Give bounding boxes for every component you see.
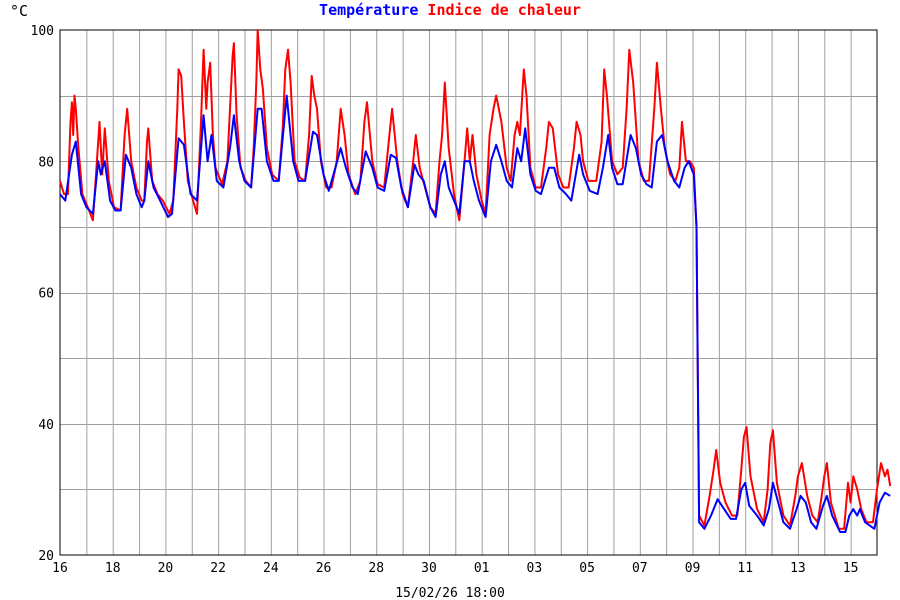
title-heat-index: Indice de chaleur <box>427 1 581 19</box>
x-tick-label: 09 <box>685 561 701 576</box>
x-tick-label: 18 <box>105 561 121 576</box>
grid <box>60 30 877 555</box>
x-tick-label: 07 <box>632 561 648 576</box>
y-tick-label: 20 <box>38 549 54 564</box>
x-tick-label: 05 <box>579 561 595 576</box>
y-tick-label: 60 <box>38 287 54 302</box>
plot-frame <box>59 29 878 556</box>
x-tick-label: 26 <box>316 561 332 576</box>
series-layer <box>59 29 892 533</box>
y-axis-ticks: 20 40 60 80 100 <box>31 24 54 564</box>
title-gap <box>418 1 427 19</box>
y-axis-unit: °C <box>10 2 28 20</box>
y-tick-label: 80 <box>38 155 54 170</box>
x-tick-label: 28 <box>368 561 384 576</box>
chart-title: Température Indice de chaleur <box>319 1 581 19</box>
x-tick-label: 30 <box>421 561 437 576</box>
x-tick-label: 24 <box>263 561 279 576</box>
title-temperature: Température <box>319 1 418 19</box>
x-tick-label: 22 <box>210 561 226 576</box>
x-tick-label: 13 <box>790 561 806 576</box>
series-line-temperature <box>59 94 891 533</box>
x-tick-label: 01 <box>474 561 490 576</box>
x-tick-label: 11 <box>737 561 753 576</box>
x-tick-label: 16 <box>52 561 68 576</box>
series-line-heat-index <box>59 29 892 530</box>
chart-footer-timestamp: 15/02/26 18:00 <box>395 586 505 600</box>
y-tick-label: 40 <box>38 418 54 433</box>
x-tick-label: 15 <box>843 561 859 576</box>
x-tick-label: 03 <box>527 561 543 576</box>
y-tick-label: 100 <box>31 24 54 39</box>
x-tick-label: 20 <box>158 561 174 576</box>
x-axis-ticks: 16 18 20 22 24 26 28 30 01 03 05 07 09 11 13 15 <box>52 561 858 576</box>
